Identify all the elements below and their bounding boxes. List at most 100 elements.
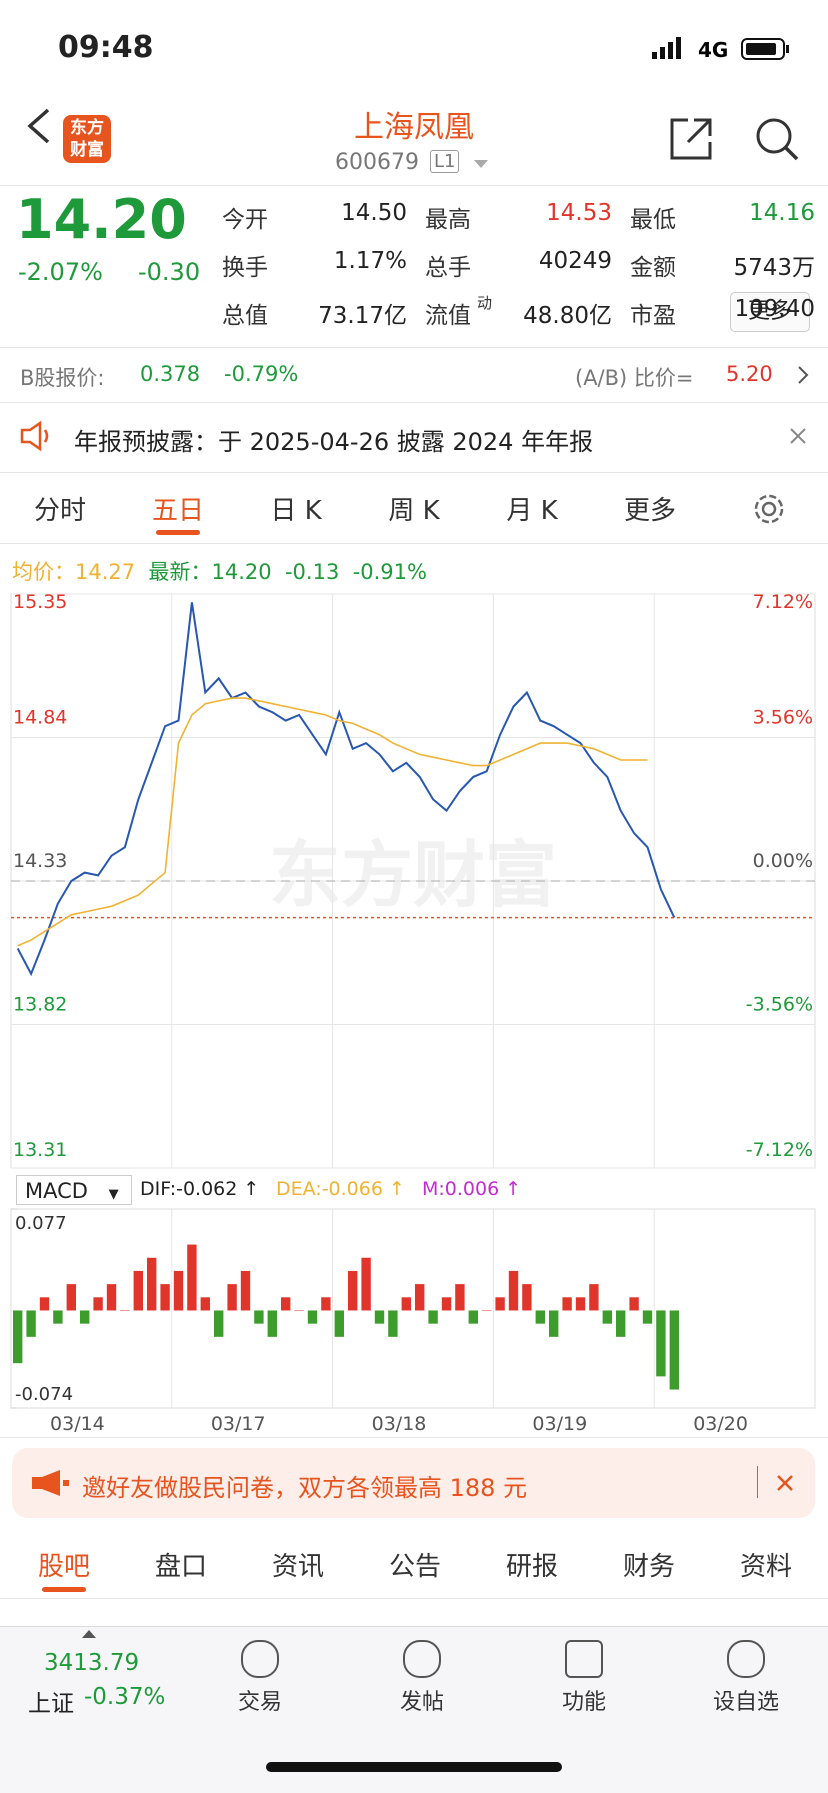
index-name: 上证 bbox=[28, 1691, 74, 1717]
tab[interactable]: 更多 bbox=[623, 496, 676, 526]
macd-bar bbox=[575, 1297, 586, 1311]
y2-tick-label: 0.00% bbox=[753, 850, 813, 872]
change-pct: -2.07% bbox=[18, 258, 103, 286]
field-label: 总值 bbox=[222, 303, 268, 329]
macd-bar bbox=[254, 1310, 264, 1324]
x-tick-label: 03/20 bbox=[693, 1413, 748, 1435]
tab[interactable]: 分时 bbox=[33, 496, 86, 526]
macd-bar bbox=[642, 1310, 653, 1324]
tab[interactable]: 五日 bbox=[151, 496, 204, 526]
y-tick-label: 13.82 bbox=[13, 994, 67, 1016]
macd-bar bbox=[656, 1310, 666, 1377]
sub-tab[interactable]: 资讯 bbox=[271, 1552, 324, 1582]
macd-bar bbox=[187, 1244, 197, 1311]
macd-bar bbox=[374, 1310, 385, 1324]
notice-icon bbox=[20, 420, 49, 452]
macd-bar bbox=[562, 1297, 572, 1311]
info-change: -0.13 bbox=[284, 560, 340, 584]
macd-bar bbox=[455, 1284, 465, 1311]
macd-bar bbox=[468, 1310, 478, 1324]
nav-label[interactable]: 交易 bbox=[237, 1690, 282, 1715]
tab[interactable]: 月 K bbox=[506, 496, 558, 526]
x-tick-label: 03/18 bbox=[372, 1413, 427, 1435]
back-button[interactable] bbox=[24, 106, 54, 146]
stock-title: 上海凤凰 bbox=[354, 110, 474, 145]
logo: 东方财富 bbox=[63, 115, 111, 163]
macd-bar bbox=[294, 1310, 304, 1311]
macd-bar bbox=[535, 1310, 545, 1324]
field-value: 48.80亿 bbox=[523, 303, 612, 329]
sub-tab-underline bbox=[42, 1587, 86, 1592]
macd-bar bbox=[508, 1270, 519, 1311]
field-label: 市盈 bbox=[630, 303, 676, 329]
nav-icon bbox=[565, 1640, 603, 1678]
macd-bar bbox=[482, 1310, 492, 1311]
nav-label[interactable]: 设自选 bbox=[712, 1690, 779, 1715]
macd-bar bbox=[415, 1284, 425, 1311]
macd-bar bbox=[428, 1310, 438, 1324]
macd-bar bbox=[267, 1310, 277, 1337]
sub-tab[interactable]: 公告 bbox=[388, 1552, 441, 1582]
index-change: -0.37% bbox=[84, 1684, 166, 1710]
price: 14.20 bbox=[16, 188, 187, 251]
settings-icon[interactable] bbox=[752, 492, 786, 526]
macd-bar bbox=[200, 1297, 210, 1311]
y-tick-label: 14.84 bbox=[13, 707, 67, 729]
chevron[interactable] bbox=[796, 364, 810, 386]
macd-bar bbox=[441, 1297, 452, 1311]
chart: 东方财富 15.35 14.84 14.33 13.82 13.31 7.12% 3.56% 0… bbox=[10, 591, 816, 1435]
tab[interactable]: 日 K bbox=[270, 496, 322, 526]
macd-bar bbox=[147, 1257, 157, 1311]
macd-bar bbox=[334, 1310, 344, 1337]
b-change: -0.79% bbox=[224, 362, 299, 386]
macd-name: MACD bbox=[25, 1179, 88, 1203]
macd-select[interactable]: MACD ▼ bbox=[16, 1175, 132, 1205]
macd-bar bbox=[106, 1284, 117, 1311]
share-icon[interactable] bbox=[668, 116, 714, 162]
sub-tab[interactable]: 股吧 bbox=[37, 1552, 90, 1582]
macd-bar bbox=[549, 1310, 559, 1337]
macd-bar bbox=[39, 1297, 50, 1311]
field-value: 73.17亿 bbox=[318, 303, 407, 329]
search-icon[interactable] bbox=[754, 116, 800, 162]
tab[interactable]: 周 K bbox=[388, 496, 440, 526]
nav-label[interactable]: 功能 bbox=[561, 1690, 606, 1715]
macd-bar bbox=[80, 1310, 90, 1324]
sub-tab[interactable]: 资料 bbox=[739, 1552, 792, 1582]
x-tick-label: 03/19 bbox=[532, 1413, 587, 1435]
tab-underline bbox=[156, 530, 200, 535]
macd-bar bbox=[214, 1310, 224, 1337]
field-label: 最高 bbox=[425, 207, 471, 233]
stock-code: 600679 bbox=[335, 150, 419, 175]
b-price: 0.378 bbox=[140, 362, 201, 386]
macd-bar bbox=[321, 1297, 331, 1311]
banner-close[interactable] bbox=[775, 1473, 795, 1493]
m: M:0.006 ↑ bbox=[422, 1178, 522, 1200]
network: 4G bbox=[698, 38, 728, 62]
more-button[interactable]: 更多 bbox=[730, 292, 810, 332]
field-label: 最低 bbox=[630, 207, 676, 233]
macd-bar bbox=[93, 1297, 103, 1311]
close-notice[interactable] bbox=[788, 426, 808, 446]
banner[interactable]: 邀好友做股民问卷，双方各领最高 188 元 bbox=[12, 1448, 815, 1518]
macd-bar bbox=[401, 1297, 411, 1311]
nav-label[interactable]: 发帖 bbox=[399, 1690, 444, 1715]
dropdown[interactable] bbox=[474, 160, 488, 170]
macd-bar bbox=[240, 1270, 251, 1311]
macd-bar bbox=[13, 1310, 23, 1364]
field-label: 总手 bbox=[425, 255, 471, 281]
avg-label: 均价： bbox=[12, 560, 75, 584]
macd-bar bbox=[629, 1297, 639, 1311]
macd-bar bbox=[120, 1310, 130, 1311]
sub-tab[interactable]: 研报 bbox=[505, 1552, 558, 1582]
macd-bar bbox=[616, 1310, 626, 1337]
macd-bar bbox=[669, 1310, 679, 1390]
macd-bar bbox=[173, 1270, 184, 1311]
level[interactable]: L1 bbox=[430, 150, 460, 173]
pe-sup: 动 bbox=[477, 294, 493, 312]
sub-tab[interactable]: 盘口 bbox=[154, 1552, 207, 1582]
field-label: 换手 bbox=[222, 255, 268, 281]
macd-tick-label: -0.074 bbox=[15, 1384, 73, 1405]
sub-tab[interactable]: 财务 bbox=[622, 1552, 675, 1582]
